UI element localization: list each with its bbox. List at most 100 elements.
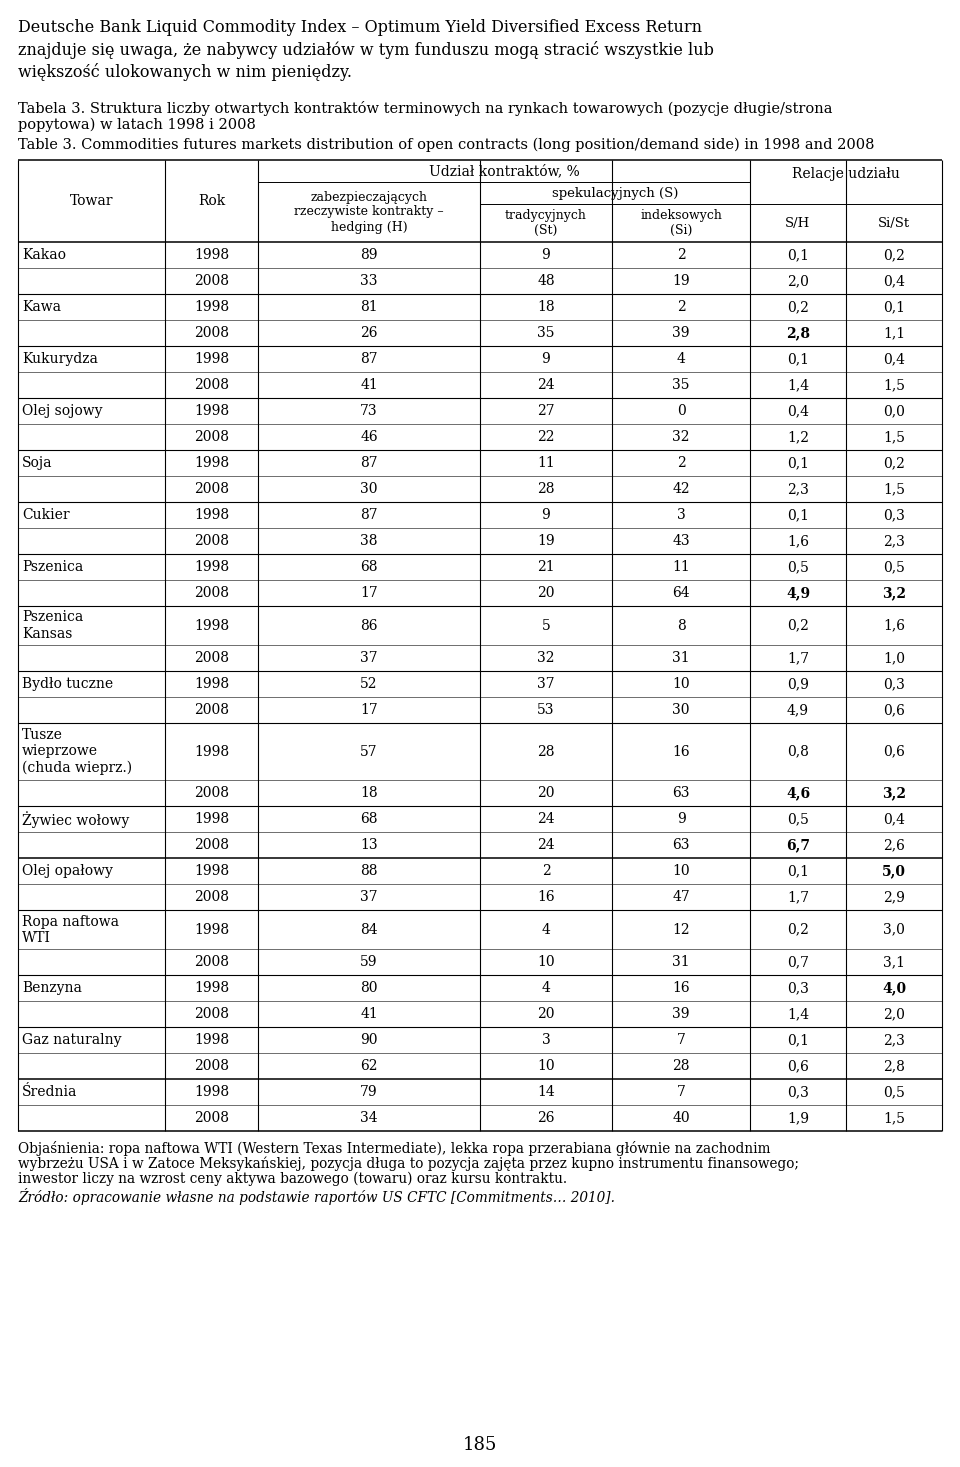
Text: 30: 30 (672, 703, 689, 717)
Text: 86: 86 (360, 619, 377, 632)
Text: 9: 9 (541, 352, 550, 365)
Text: 0,9: 0,9 (787, 676, 809, 691)
Text: 4: 4 (541, 923, 550, 937)
Text: 46: 46 (360, 430, 378, 445)
Text: 8: 8 (677, 619, 685, 632)
Text: 0,3: 0,3 (883, 676, 905, 691)
Text: 2008: 2008 (194, 534, 229, 549)
Text: Gaz naturalny: Gaz naturalny (22, 1033, 122, 1047)
Text: 0,4: 0,4 (787, 403, 809, 418)
Text: 1998: 1998 (194, 560, 229, 574)
Text: 24: 24 (538, 838, 555, 852)
Text: 87: 87 (360, 352, 378, 365)
Text: 2008: 2008 (194, 651, 229, 665)
Text: 32: 32 (672, 430, 689, 445)
Text: 40: 40 (672, 1111, 690, 1125)
Text: 88: 88 (360, 864, 377, 879)
Text: 17: 17 (360, 703, 378, 717)
Text: 18: 18 (538, 299, 555, 314)
Text: inwestor liczy na wzrost ceny aktywa bazowego (towaru) oraz kursu kontraktu.: inwestor liczy na wzrost ceny aktywa baz… (18, 1171, 567, 1185)
Text: 34: 34 (360, 1111, 378, 1125)
Text: 2008: 2008 (194, 786, 229, 800)
Text: 1998: 1998 (194, 923, 229, 937)
Text: 3,1: 3,1 (883, 955, 905, 970)
Text: 41: 41 (360, 1008, 378, 1021)
Text: 1998: 1998 (194, 745, 229, 758)
Text: 1998: 1998 (194, 1033, 229, 1047)
Text: 0,4: 0,4 (883, 274, 905, 288)
Text: 10: 10 (538, 955, 555, 970)
Text: 16: 16 (538, 890, 555, 904)
Text: 1998: 1998 (194, 981, 229, 995)
Text: 10: 10 (538, 1059, 555, 1074)
Text: 87: 87 (360, 508, 378, 522)
Text: 31: 31 (672, 955, 690, 970)
Text: Żywiec wołowy: Żywiec wołowy (22, 811, 130, 827)
Text: Pszenica
Kansas: Pszenica Kansas (22, 610, 84, 641)
Text: 37: 37 (360, 651, 378, 665)
Text: 0,7: 0,7 (787, 955, 809, 970)
Text: 185: 185 (463, 1436, 497, 1454)
Text: 68: 68 (360, 813, 377, 826)
Text: 2008: 2008 (194, 703, 229, 717)
Text: 3,2: 3,2 (882, 585, 906, 600)
Text: 22: 22 (538, 430, 555, 445)
Text: Średnia: Średnia (22, 1086, 78, 1099)
Text: 2,3: 2,3 (883, 1033, 905, 1047)
Text: tradycyjnych
(St): tradycyjnych (St) (505, 208, 587, 238)
Text: 16: 16 (672, 745, 690, 758)
Text: Kawa: Kawa (22, 299, 61, 314)
Text: 28: 28 (672, 1059, 689, 1074)
Text: 0,1: 0,1 (787, 508, 809, 522)
Text: 1,1: 1,1 (883, 326, 905, 340)
Text: 4: 4 (677, 352, 685, 365)
Text: zabezpieczających
rzeczywiste kontrakty –
hedging (H): zabezpieczających rzeczywiste kontrakty … (294, 191, 444, 233)
Text: 1,0: 1,0 (883, 651, 905, 665)
Text: 9: 9 (541, 508, 550, 522)
Text: 17: 17 (360, 585, 378, 600)
Text: 0,4: 0,4 (883, 352, 905, 365)
Text: Kukurydza: Kukurydza (22, 352, 98, 365)
Text: 64: 64 (672, 585, 690, 600)
Text: 26: 26 (360, 326, 377, 340)
Text: 53: 53 (538, 703, 555, 717)
Text: 0,1: 0,1 (787, 248, 809, 263)
Text: 1,9: 1,9 (787, 1111, 809, 1125)
Text: 2008: 2008 (194, 274, 229, 288)
Text: 1998: 1998 (194, 403, 229, 418)
Text: 63: 63 (672, 838, 689, 852)
Text: 52: 52 (360, 676, 377, 691)
Text: 2,0: 2,0 (787, 274, 809, 288)
Text: 1,5: 1,5 (883, 1111, 905, 1125)
Text: 35: 35 (538, 326, 555, 340)
Text: Objaśnienia: ropa naftowa WTI (Western Texas Intermediate), lekka ropa przerabia: Objaśnienia: ropa naftowa WTI (Western T… (18, 1141, 771, 1156)
Text: 33: 33 (360, 274, 377, 288)
Text: 11: 11 (538, 456, 555, 469)
Text: 1998: 1998 (194, 299, 229, 314)
Text: 1998: 1998 (194, 248, 229, 263)
Text: 2008: 2008 (194, 585, 229, 600)
Text: 37: 37 (360, 890, 378, 904)
Text: 31: 31 (672, 651, 690, 665)
Text: 26: 26 (538, 1111, 555, 1125)
Text: 89: 89 (360, 248, 377, 263)
Text: popytowa) w latach 1998 i 2008: popytowa) w latach 1998 i 2008 (18, 117, 256, 132)
Text: 0,2: 0,2 (787, 923, 809, 937)
Text: 3,0: 3,0 (883, 923, 905, 937)
Text: 90: 90 (360, 1033, 377, 1047)
Text: 20: 20 (538, 585, 555, 600)
Text: 21: 21 (538, 560, 555, 574)
Text: indeksowych
(Si): indeksowych (Si) (640, 208, 722, 238)
Text: 1,4: 1,4 (787, 378, 809, 392)
Text: 81: 81 (360, 299, 378, 314)
Text: 0,1: 0,1 (787, 864, 809, 879)
Text: 2,0: 2,0 (883, 1008, 905, 1021)
Text: 11: 11 (672, 560, 690, 574)
Text: Benzyna: Benzyna (22, 981, 82, 995)
Text: 1,5: 1,5 (883, 378, 905, 392)
Text: 59: 59 (360, 955, 377, 970)
Text: 2008: 2008 (194, 483, 229, 496)
Text: 2,8: 2,8 (883, 1059, 905, 1074)
Text: Tabela 3. Struktura liczby otwartych kontraktów terminowych na rynkach towarowyc: Tabela 3. Struktura liczby otwartych kon… (18, 101, 832, 116)
Text: 28: 28 (538, 745, 555, 758)
